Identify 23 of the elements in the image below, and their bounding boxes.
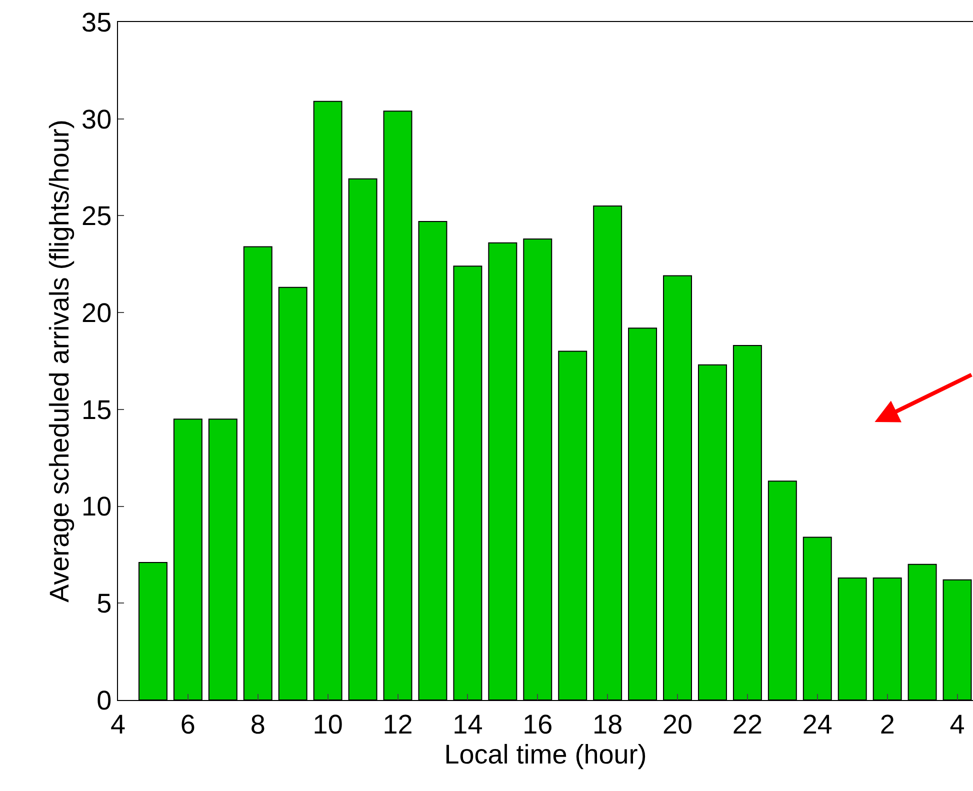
x-tick-label: 4 xyxy=(110,709,126,740)
y-tick-label: 20 xyxy=(82,298,112,328)
x-tick-label: 12 xyxy=(382,709,413,740)
x-tick-label: 22 xyxy=(732,709,762,740)
y-tick-label: 25 xyxy=(82,201,112,232)
x-axis-title: Local time (hour) xyxy=(444,739,647,770)
x-tick-label: 20 xyxy=(662,709,693,740)
x-tick-label: 8 xyxy=(250,709,266,740)
x-tick-label: 18 xyxy=(592,709,623,740)
x-tick-label: 14 xyxy=(452,709,483,740)
y-tick-label: 5 xyxy=(96,588,112,619)
x-tick-label: 16 xyxy=(522,709,553,740)
x-tick-label: 24 xyxy=(802,709,832,740)
x-tick-label: 4 xyxy=(950,709,965,740)
y-tick-label: 30 xyxy=(82,104,112,134)
y-tick-label: 10 xyxy=(82,492,112,522)
y-axis-title: Average scheduled arrivals (flights/hour) xyxy=(44,120,75,602)
x-tick-label: 6 xyxy=(180,709,196,740)
y-tick-label: 15 xyxy=(82,394,112,425)
x-tick-label: 2 xyxy=(880,709,895,740)
y-tick-label: 0 xyxy=(96,685,112,716)
y-tick-label: 35 xyxy=(82,7,112,38)
x-tick-label: 10 xyxy=(312,709,343,740)
